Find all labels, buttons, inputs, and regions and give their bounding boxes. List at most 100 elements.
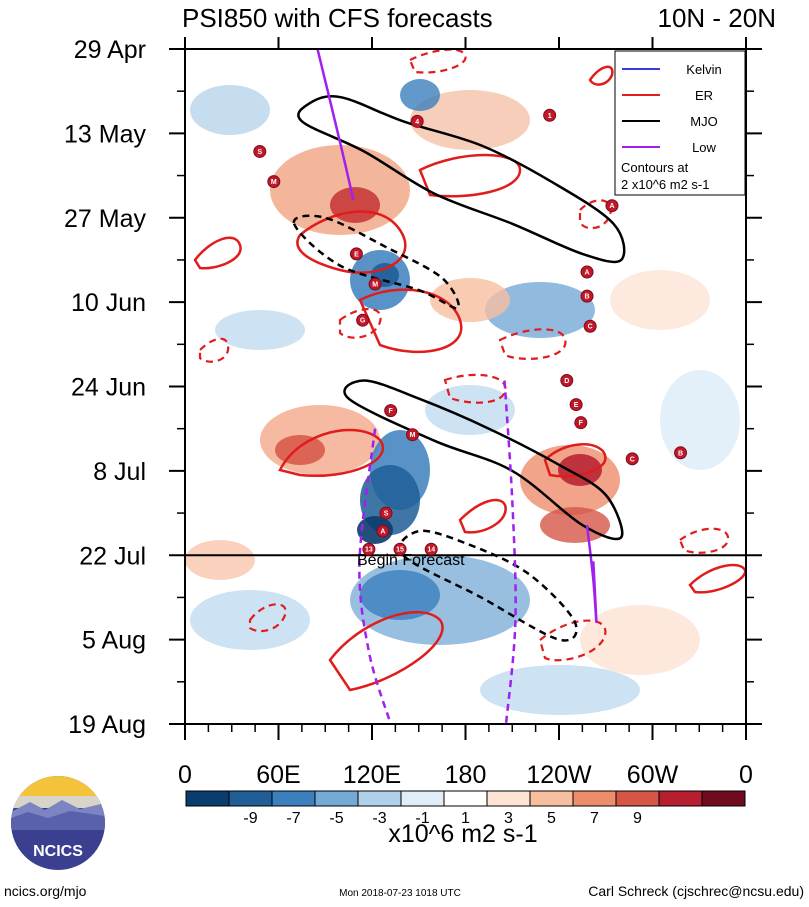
legend-label: ER (695, 88, 713, 103)
er-contour (538, 619, 607, 662)
colorbar-tick-label: -9 (243, 810, 257, 827)
footer-author: Carl Schreck (cjschrec@ncsu.edu) (588, 883, 804, 899)
storm-marker: C (583, 319, 597, 333)
er-contour (588, 65, 614, 86)
ncics-logo: NCICS (11, 776, 105, 870)
anomaly-patch (485, 282, 595, 338)
storm-symbol (543, 108, 557, 122)
colorbar-box (572, 790, 617, 807)
er-contour (498, 328, 567, 360)
storm-marker: M (368, 277, 382, 291)
y-tick-label: 24 Jun (71, 374, 146, 402)
logo-sky (11, 776, 105, 796)
storm-symbol (583, 319, 597, 333)
storm-label: C (630, 456, 635, 463)
colorbar-box (271, 790, 316, 807)
storm-symbol (356, 313, 370, 327)
y-axis: 29 Apr 13 May 27 May 10 Jun 24 Jun 8 Jul 22 Ju… (64, 36, 762, 739)
anomaly-patch (270, 145, 410, 235)
anomaly-patch (330, 187, 380, 223)
anomaly-patch (660, 370, 740, 470)
x-tick-label: 120W (526, 761, 592, 789)
x-axis: 0 60E 120E 180 120W 60W 0 (178, 37, 753, 789)
storm-label: B (585, 294, 590, 301)
colorbar-box (701, 790, 746, 807)
er-contour (408, 49, 467, 74)
storm-label: B (678, 450, 683, 457)
anomaly-patch (260, 405, 380, 475)
storm-symbol (560, 373, 574, 387)
colorbar-box (314, 790, 359, 807)
anomaly-patch (215, 310, 305, 350)
colorbar-tick-label: 7 (590, 810, 599, 827)
legend-note-line1: Contours at (621, 160, 689, 175)
storm-marker: S (253, 144, 267, 158)
storm-symbol (379, 506, 393, 520)
storm-label: E (574, 402, 579, 409)
storm-label: F (389, 408, 394, 415)
legend: Kelvin ER MJO Low Contours at 2 x10^6 m2 s-… (614, 50, 746, 196)
colorbar-tick-label: 3 (504, 810, 513, 827)
storm-marker: 15 (393, 542, 407, 556)
legend-note-line2: 2 x10^6 m2 s-1 (621, 177, 709, 192)
storm-symbol (267, 175, 281, 189)
mjo-contour-negative (398, 529, 578, 642)
er-contour (358, 288, 463, 354)
colorbar-tick-label: 9 (633, 810, 642, 827)
forecast-label: Begin Forecast (357, 552, 465, 569)
anomaly-patch (480, 665, 640, 715)
er-contour (338, 307, 382, 339)
x-tick-label: 0 (739, 761, 753, 789)
storm-symbol (569, 398, 583, 412)
storm-marker: D (560, 373, 574, 387)
storm-symbol (406, 428, 420, 442)
er-contour (328, 610, 444, 692)
storm-label: A (380, 529, 385, 536)
colorbar-box (357, 790, 402, 807)
storm-label: A (585, 269, 590, 276)
storm-marker: E (349, 247, 363, 261)
colorbar-box (443, 790, 488, 807)
y-tick-label: 22 Jul (79, 542, 146, 570)
psi850-shading (185, 79, 740, 715)
colorbar-box (658, 790, 703, 807)
storm-label: G (360, 318, 366, 325)
storm-marker: 13 (362, 542, 376, 556)
colorbar-box (185, 790, 230, 807)
footer-url: ncics.org/mjo (4, 883, 87, 899)
storm-symbol (376, 524, 390, 538)
anomaly-patch (558, 454, 602, 486)
storm-marker: 1 (543, 108, 557, 122)
er-contour (193, 236, 242, 270)
storm-marker: 14 (424, 542, 438, 556)
storm-marker: E (569, 398, 583, 412)
colorbar-box (486, 790, 531, 807)
y-tick-label: 29 Apr (74, 36, 146, 64)
storm-marker: A (580, 265, 594, 279)
legend-box (614, 50, 746, 196)
storm-label: C (588, 324, 593, 331)
storm-label: F (579, 420, 584, 427)
storm-label: S (257, 149, 262, 156)
y-tick-label: 8 Jul (93, 458, 146, 486)
colorbar-tick-label: 1 (461, 810, 470, 827)
storm-symbol (625, 452, 639, 466)
colorbar-tick-label: -1 (415, 810, 429, 827)
colorbar: -9 -7 -5 -3 -1 1 3 5 7 9 (185, 790, 746, 827)
storm-symbol (253, 144, 267, 158)
colorbar-tick-label: -3 (372, 810, 386, 827)
y-tick-label: 13 May (64, 120, 146, 148)
storm-label: M (271, 179, 277, 186)
storm-label: M (372, 282, 378, 289)
storm-symbol (580, 265, 594, 279)
anomaly-patch (580, 605, 700, 675)
anomaly-patch (410, 90, 530, 150)
storm-symbol (410, 114, 424, 128)
y-tick-label: 19 Aug (68, 711, 146, 739)
storm-marker: A (376, 524, 390, 538)
y-tick-label: 5 Aug (82, 627, 146, 655)
storm-symbol (362, 542, 376, 556)
footer-timestamp: Mon 2018-07-23 1018 UTC (339, 888, 461, 899)
mjo-contour-positive (343, 379, 624, 541)
